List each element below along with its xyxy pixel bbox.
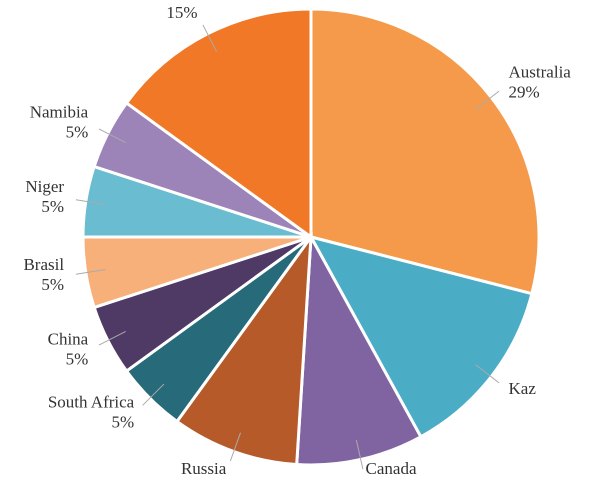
leader-line [355, 439, 364, 470]
category-label: Brasil [23, 255, 64, 274]
value-label: 15% [166, 3, 197, 22]
category-label: Russia [181, 459, 227, 478]
category-label: China [48, 329, 89, 348]
leader-line [98, 330, 126, 346]
category-label: Canada [366, 459, 417, 478]
value-label: 5% [41, 197, 64, 216]
leader-line [475, 90, 500, 110]
category-label: South Africa [48, 393, 135, 412]
leader-line [229, 432, 242, 462]
leader-line [98, 128, 126, 144]
category-label: Kaz [509, 379, 537, 398]
leader-line [475, 364, 500, 384]
value-label: 29% [509, 83, 540, 102]
leader-line [202, 24, 218, 52]
leader-line [75, 269, 106, 275]
category-label: Niger [25, 177, 64, 196]
value-label: 5% [66, 349, 89, 368]
leader-line [75, 199, 106, 205]
value-label: 5% [66, 122, 89, 141]
category-label: Australia [509, 63, 572, 82]
value-label: 5% [41, 275, 64, 294]
leader-line [142, 383, 165, 406]
value-label: 5% [112, 413, 135, 432]
category-label: Namibia [30, 102, 89, 121]
